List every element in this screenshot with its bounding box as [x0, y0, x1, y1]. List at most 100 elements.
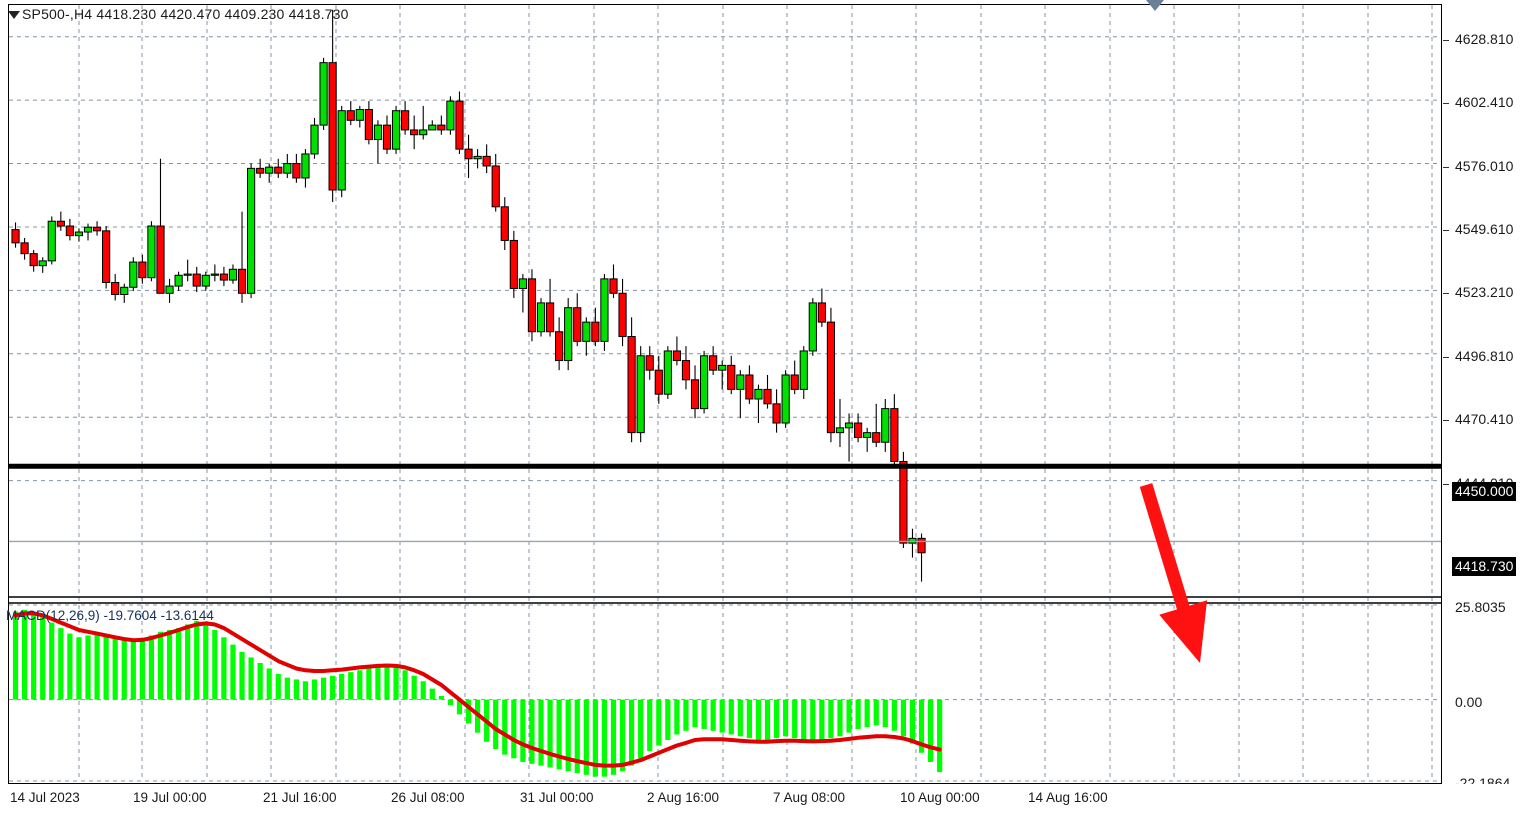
candle-body[interactable] — [754, 388, 763, 400]
candle-body[interactable] — [690, 379, 700, 410]
candle-body[interactable] — [283, 163, 292, 174]
candle-body[interactable] — [881, 408, 890, 443]
candle-body[interactable] — [147, 225, 156, 279]
candle-body[interactable] — [808, 302, 817, 352]
time-axis[interactable]: 14 Jul 2023 19 Jul 00:00 21 Jul 16:00 26 Ju… — [8, 784, 1526, 813]
candle-body[interactable] — [156, 225, 165, 294]
candle-body[interactable] — [709, 355, 718, 371]
candle-body[interactable] — [917, 537, 926, 554]
candle-body[interactable] — [310, 124, 319, 155]
candle-body[interactable] — [500, 206, 509, 241]
chart-canvas[interactable] — [9, 5, 1441, 783]
candle-body[interactable] — [92, 226, 102, 232]
candle-body[interactable] — [509, 239, 518, 289]
candle-body[interactable] — [555, 331, 564, 362]
candle-body[interactable] — [11, 229, 20, 244]
candle-body[interactable] — [364, 109, 373, 141]
candle-body[interactable] — [319, 62, 328, 126]
candle-body[interactable] — [600, 278, 609, 342]
candle-body[interactable] — [527, 278, 537, 333]
candle-body[interactable] — [718, 364, 727, 371]
candle-body[interactable] — [47, 220, 56, 262]
triangle-down-icon[interactable] — [8, 11, 20, 19]
candle-body[interactable] — [618, 292, 627, 338]
candle-body[interactable] — [654, 369, 663, 395]
candle-body[interactable] — [564, 307, 573, 362]
candle-body[interactable] — [355, 109, 364, 121]
candle-body[interactable] — [65, 225, 74, 237]
candle-body[interactable] — [129, 261, 138, 288]
candle-body[interactable] — [410, 129, 419, 136]
candle-body[interactable] — [582, 321, 591, 342]
candle-body[interactable] — [301, 153, 310, 179]
arrow-head[interactable] — [1159, 600, 1208, 663]
candle-body[interactable] — [799, 350, 808, 390]
candle-body[interactable] — [781, 374, 790, 424]
candle-body[interactable] — [854, 422, 863, 438]
candle-body[interactable] — [772, 403, 781, 424]
candle-body[interactable] — [237, 268, 247, 294]
candle-body[interactable] — [120, 286, 129, 295]
candle-body[interactable] — [745, 374, 754, 400]
candle-body[interactable] — [826, 321, 836, 434]
candle-body[interactable] — [591, 321, 600, 342]
candle-body[interactable] — [201, 274, 210, 287]
candle-body[interactable] — [192, 273, 201, 287]
candle-body[interactable] — [401, 110, 410, 131]
candle-body[interactable] — [872, 432, 881, 443]
candle-body[interactable] — [455, 100, 464, 150]
candle-body[interactable] — [663, 350, 672, 395]
candle-body[interactable] — [699, 355, 709, 410]
candle-body[interactable] — [138, 261, 147, 279]
candle-body[interactable] — [609, 278, 618, 294]
candle-body[interactable] — [419, 129, 428, 136]
price-axis[interactable]: 4628.810 4602.410 4576.010 4549.610 4523.210… — [1443, 4, 1526, 791]
candle-body[interactable] — [672, 350, 682, 362]
candle-body[interactable] — [890, 408, 899, 462]
candle-body[interactable] — [246, 167, 256, 294]
candle-body[interactable] — [473, 155, 482, 160]
candle-body[interactable] — [727, 364, 736, 390]
candle-body[interactable] — [790, 374, 799, 390]
candle-body[interactable] — [518, 278, 527, 289]
candle-body[interactable] — [83, 226, 93, 233]
candle-body[interactable] — [736, 374, 745, 390]
arrow-shaft[interactable] — [1139, 483, 1192, 618]
candle-body[interactable] — [20, 242, 29, 255]
candle-body[interactable] — [111, 281, 120, 295]
candle-body[interactable] — [899, 460, 908, 544]
candle-body[interactable] — [817, 302, 826, 323]
candle-body[interactable] — [645, 355, 654, 371]
candle-body[interactable] — [482, 155, 491, 167]
candle-body[interactable] — [464, 148, 473, 160]
candle-body[interactable] — [763, 388, 772, 405]
candle-body[interactable] — [228, 268, 238, 281]
candle-body[interactable] — [636, 355, 645, 434]
candle-body[interactable] — [256, 167, 265, 174]
candle-body[interactable] — [265, 166, 274, 174]
candle-body[interactable] — [446, 100, 455, 131]
candle-body[interactable] — [210, 273, 219, 276]
candle-body[interactable] — [491, 165, 500, 208]
candle-body[interactable] — [428, 124, 437, 131]
candle-body[interactable] — [536, 302, 546, 333]
chart-top-marker[interactable] — [1146, 0, 1164, 11]
candle-body[interactable] — [573, 307, 582, 342]
candle-body[interactable] — [292, 163, 301, 179]
candle-body[interactable] — [174, 274, 183, 287]
candle-body[interactable] — [29, 253, 38, 267]
candle-body[interactable] — [835, 427, 845, 434]
candle-body[interactable] — [165, 285, 174, 294]
candle-body[interactable] — [382, 124, 392, 150]
candle-body[interactable] — [74, 231, 84, 237]
candle-body[interactable] — [183, 273, 192, 276]
candle-body[interactable] — [391, 110, 401, 150]
candle-body[interactable] — [844, 422, 854, 429]
candle-body[interactable] — [437, 124, 446, 131]
candle-body[interactable] — [56, 220, 65, 227]
candle-body[interactable] — [219, 273, 229, 281]
candle-body[interactable] — [337, 110, 346, 191]
candle-body[interactable] — [274, 166, 283, 174]
candle-body[interactable] — [627, 336, 636, 434]
candle-body[interactable] — [38, 260, 47, 267]
